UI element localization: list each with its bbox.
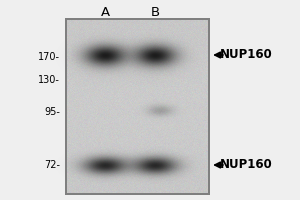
Text: 72-: 72- [44, 160, 60, 170]
Text: 95-: 95- [44, 107, 60, 117]
Text: B: B [150, 5, 160, 19]
Text: NUP160: NUP160 [220, 48, 273, 62]
Text: NUP160: NUP160 [220, 158, 273, 171]
Text: 130-: 130- [38, 75, 60, 85]
Text: A: A [100, 5, 109, 19]
Text: 170-: 170- [38, 52, 60, 62]
